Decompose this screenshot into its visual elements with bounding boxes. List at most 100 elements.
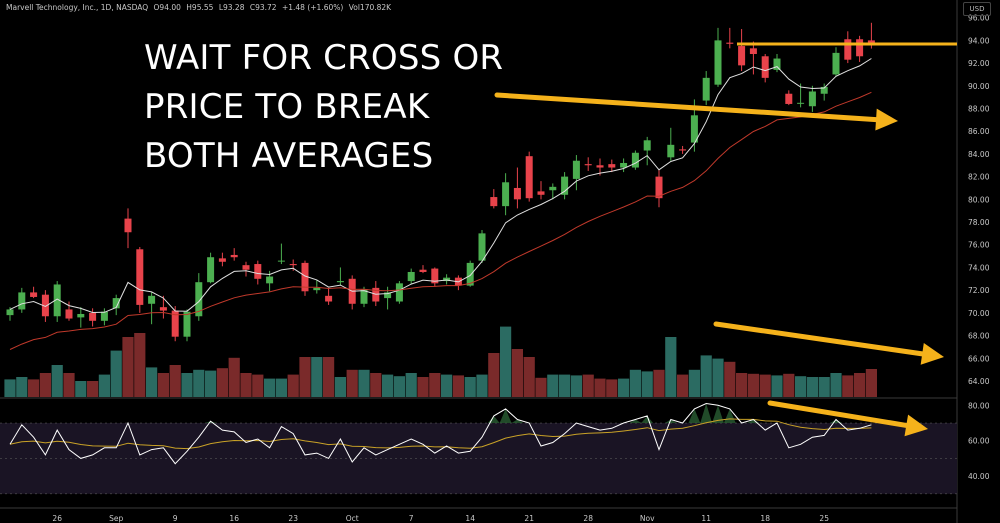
volume-bar bbox=[323, 357, 335, 397]
volume-bar bbox=[358, 369, 370, 397]
volume-bar bbox=[110, 350, 122, 397]
volume-bar bbox=[287, 374, 299, 397]
candle bbox=[655, 169, 663, 208]
candle bbox=[53, 281, 61, 322]
candle bbox=[242, 261, 250, 277]
candle bbox=[395, 281, 403, 304]
volume-value: Vol170.82K bbox=[348, 3, 392, 12]
volume-bar bbox=[500, 326, 512, 397]
price-tick-label: 92.00 bbox=[968, 59, 990, 68]
currency-button[interactable]: USD bbox=[963, 2, 991, 16]
open-value: O94.00 bbox=[153, 3, 181, 12]
annotation-text: WAIT FOR CROSS OR PRICE TO BREAK BOTH AV… bbox=[144, 34, 503, 181]
volume-bar bbox=[63, 373, 75, 397]
volume-bar bbox=[759, 374, 771, 397]
rsi-overbought-fill bbox=[204, 421, 217, 424]
volume-bar bbox=[441, 374, 453, 397]
candle bbox=[490, 189, 498, 209]
volume-bar bbox=[818, 377, 830, 397]
candle bbox=[348, 275, 356, 310]
price-tick-label: 80.00 bbox=[968, 195, 990, 204]
volume-bar bbox=[736, 373, 748, 397]
volume-bar bbox=[854, 373, 866, 397]
candle bbox=[667, 127, 675, 161]
rsi-line bbox=[9, 402, 872, 465]
volume-bar bbox=[464, 377, 476, 397]
candle bbox=[124, 208, 132, 249]
time-tick-label: 28 bbox=[583, 514, 593, 523]
price-tick-label: 94.00 bbox=[968, 36, 990, 45]
volume-bar bbox=[535, 377, 547, 397]
candle bbox=[808, 85, 816, 112]
volume-bar bbox=[842, 375, 854, 397]
time-tick-label: 18 bbox=[760, 514, 770, 523]
volume-bar bbox=[122, 337, 134, 397]
candle bbox=[525, 151, 533, 202]
volume-bar bbox=[51, 365, 63, 397]
candle bbox=[738, 29, 746, 72]
rsi-tick-label: 60.00 bbox=[968, 437, 990, 446]
chart-header: Marvell Technology, Inc., 1D, NASDAQ O94… bbox=[6, 3, 394, 12]
candle bbox=[820, 83, 828, 101]
candle bbox=[65, 301, 73, 321]
volume-bar bbox=[228, 357, 240, 397]
volume-bar bbox=[688, 369, 700, 397]
rsi-overbought-fill bbox=[487, 415, 500, 424]
candle bbox=[301, 260, 309, 296]
volume-bar bbox=[252, 374, 264, 397]
candle bbox=[218, 252, 226, 267]
rsi-overbought-fill bbox=[641, 415, 654, 424]
time-tick-label: 14 bbox=[465, 514, 475, 523]
candle bbox=[561, 172, 569, 200]
price-tick-label: 72.00 bbox=[968, 286, 990, 295]
volume-bar bbox=[417, 377, 429, 397]
candle bbox=[207, 252, 215, 284]
time-tick-label: Sep bbox=[109, 514, 123, 523]
candle bbox=[89, 308, 97, 327]
volume-bar bbox=[865, 369, 877, 397]
volume-bar bbox=[653, 369, 665, 397]
candle bbox=[620, 158, 628, 173]
time-tick-label: 16 bbox=[229, 514, 239, 523]
rsi-pane bbox=[0, 402, 957, 495]
rsi-overbought-fill bbox=[712, 405, 724, 424]
rsi-overbought-fill bbox=[664, 419, 677, 424]
candle bbox=[171, 306, 179, 342]
volume-arrow bbox=[713, 321, 944, 365]
candle bbox=[478, 229, 486, 263]
moving-averages bbox=[9, 58, 872, 350]
rsi-arrow bbox=[767, 400, 928, 437]
volume-bar bbox=[311, 357, 323, 397]
candle bbox=[148, 292, 156, 325]
annotation-line-2: PRICE TO BREAK bbox=[144, 87, 430, 127]
volume-bar bbox=[181, 373, 193, 397]
candle bbox=[419, 265, 427, 274]
volume-bar bbox=[629, 369, 641, 397]
candle bbox=[443, 274, 451, 285]
rsi-overbought-fill bbox=[700, 403, 713, 424]
price-tick-label: 90.00 bbox=[968, 82, 990, 91]
time-tick-label: 11 bbox=[701, 514, 711, 523]
volume-bar bbox=[783, 373, 795, 397]
candle bbox=[466, 260, 474, 287]
price-tick-label: 84.00 bbox=[968, 150, 990, 159]
candle bbox=[77, 307, 85, 328]
volume-bar bbox=[570, 375, 582, 397]
volume-bar bbox=[169, 365, 181, 397]
volume-bar bbox=[299, 357, 311, 397]
rsi-overbought-fill bbox=[629, 419, 642, 424]
candle bbox=[136, 247, 144, 313]
volume-bar bbox=[240, 373, 252, 397]
volume-bar bbox=[830, 373, 842, 397]
volume-bar bbox=[641, 371, 653, 397]
volume-bar bbox=[677, 374, 689, 397]
high-value: H95.55 bbox=[186, 3, 214, 12]
candle bbox=[254, 260, 262, 285]
price-tick-label: 76.00 bbox=[968, 241, 990, 250]
price-tick-label: 88.00 bbox=[968, 105, 990, 114]
candle bbox=[679, 145, 687, 154]
candle bbox=[631, 150, 639, 170]
rsi-overbought-fill bbox=[688, 408, 701, 424]
rsi-tick-label: 40.00 bbox=[968, 472, 990, 481]
price-tick-label: 70.00 bbox=[968, 309, 990, 318]
